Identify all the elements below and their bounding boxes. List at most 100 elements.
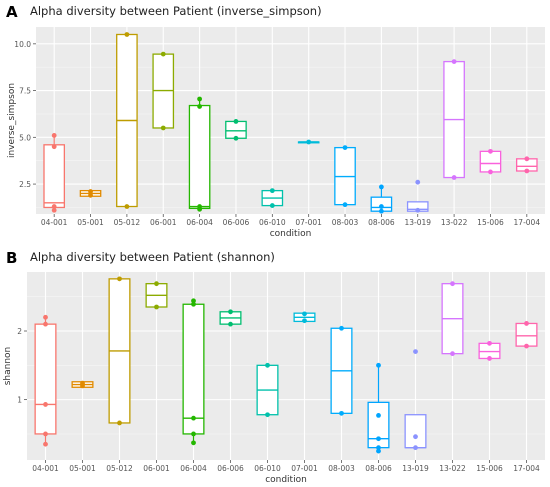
panel-a-box-13-022: [443, 59, 465, 180]
panel-a-data-point: [197, 96, 203, 102]
panel-a-x-tick-label: 15-006: [477, 218, 504, 227]
panel-b-data-point: [376, 445, 381, 451]
panel-b-x-tick-label: 06-006: [217, 464, 244, 473]
panel-b-x-axis-title: condition: [265, 475, 307, 485]
panel-b-data-point: [191, 301, 196, 307]
panel-a-data-point: [233, 119, 239, 124]
panel-b-x-tick-label: 13-022: [439, 464, 466, 473]
panel-b-x-tick-label: 08-006: [365, 464, 392, 473]
panel-b-data-point: [450, 281, 455, 287]
panel-b-x-tick-label: 06-004: [180, 464, 207, 473]
panel-a-x-tick-label: 05-001: [77, 218, 104, 227]
panel-b-data-point: [265, 412, 270, 418]
panel-a-y-tick-label: 10.0: [14, 40, 31, 49]
panel-b-box-06-004: [182, 298, 205, 446]
panel-b-data-point: [117, 276, 122, 282]
panel-b-plot-background: [27, 272, 545, 460]
panel-a-data-point: [415, 207, 421, 213]
panel-b-box-06-001: [145, 281, 168, 310]
panel-a-y-tick-label: 2.5: [19, 180, 31, 189]
panel-a-y-tick-label: 7.5: [19, 87, 31, 96]
panel-a-data-point: [51, 207, 57, 213]
panel-b-x-tick-label: 08-003: [328, 464, 355, 473]
panel-a-data-point: [51, 204, 57, 209]
panel-b-x-tick-label: 15-006: [476, 464, 503, 473]
panel-a-plot: 2.5 5.0 7.5 10.0 04-001 05-001 05-012 06-001 06-…: [7, 27, 545, 239]
panel-a-box-05-012: [116, 32, 138, 209]
panel-b-box-08-003: [330, 325, 353, 416]
panel-b-data-point: [43, 431, 48, 437]
panel-b-plot: 1 2 04-001 05-001 05-012 06-001 06-004 06-006 06…: [3, 272, 545, 485]
panel-b-data-point: [524, 321, 529, 326]
panel-a-x-tick-label: 08-003: [332, 218, 359, 227]
panel-a-data-point: [269, 188, 275, 194]
panel-a-box-15-006: [479, 148, 502, 175]
panel-a-box-body: [225, 120, 247, 139]
panel-b-data-point: [339, 410, 344, 416]
panel-b-box-15-006: [478, 340, 501, 361]
panel-a-data-point: [88, 189, 93, 194]
panel-b-data-point: [524, 343, 529, 349]
panel-a-x-tick-label: 13-022: [441, 218, 468, 227]
panel-b-data-point: [487, 356, 492, 361]
panel-a-box-08-003: [334, 145, 356, 208]
panel-b-box-body: [515, 322, 538, 347]
panel-b-data-point: [302, 318, 307, 324]
panel-a-data-point: [488, 148, 493, 154]
panel-b-data-point: [191, 415, 196, 421]
panel-b-data-point: [228, 321, 233, 327]
panel-b-data-point: [413, 445, 418, 451]
panel-b-x-tick-label: 05-001: [69, 464, 96, 473]
panel-b-box-07-001: [293, 311, 316, 324]
panel-b-data-point: [376, 448, 381, 454]
panel-b-y-axis-title: shannon: [3, 347, 13, 386]
panel-a-data-point: [233, 135, 239, 141]
panel-a-data-point: [124, 204, 130, 209]
panel-a-y-axis-title: inverse_simpson: [7, 83, 17, 158]
panel-b-box-13-022: [441, 281, 464, 357]
panel-b-box-13-019: [404, 349, 427, 451]
panel-b-data-point: [228, 309, 233, 315]
panel-b-box-body: [404, 414, 427, 449]
panel-a-x-axis-title: condition: [270, 229, 312, 239]
panel-b-data-point: [302, 311, 307, 317]
panel-a-box-body: [479, 150, 502, 173]
panel-b-data-point: [265, 362, 270, 368]
panel-b-box-06-010: [256, 362, 279, 418]
panel-a-data-point: [378, 204, 384, 209]
panel-b-data-point: [376, 436, 381, 442]
panel-a-x-tick-label: 04-001: [41, 218, 68, 227]
panel-b-data-point: [191, 431, 196, 437]
panel-a-box-body: [188, 104, 211, 210]
panel-b-data-point: [450, 351, 455, 357]
panel-a-data-point: [306, 139, 312, 145]
panel-b-data-point: [487, 340, 492, 346]
panel-a-data-point: [160, 125, 166, 131]
panel-a-box-06-006: [225, 119, 247, 141]
panel-a-x-tick-label: 13-019: [404, 218, 431, 227]
panel-a-data-point: [415, 179, 421, 185]
panel-a-y-tick-label: 5.0: [19, 133, 31, 142]
panel-a-data-point: [451, 59, 457, 64]
panel-a-data-point: [51, 133, 57, 138]
panel-a-data-point: [342, 202, 348, 208]
panel-a-x-tick-label: 05-012: [114, 218, 141, 227]
panel-b-data-point: [376, 362, 381, 368]
panel-b-letter: B: [6, 249, 17, 267]
panel-a-x-tick-label: 07-001: [295, 218, 322, 227]
panel-a: A Alpha diversity between Patient (inver…: [6, 3, 545, 239]
panel-b-data-point: [376, 413, 381, 418]
panel-a-x-tick-label: 17-004: [514, 218, 541, 227]
panel-a-data-point: [342, 145, 348, 151]
panel-b-x-tick-label: 06-001: [143, 464, 170, 473]
panel-b-box-08-006: [367, 362, 390, 454]
panel-b-x-tick-label: 05-012: [106, 464, 133, 473]
panel-a-x-tick-label: 08-006: [368, 218, 395, 227]
panel-a-data-point: [451, 175, 457, 180]
panel-b-title: Alpha diversity between Patient (shannon…: [30, 250, 275, 264]
panel-b: B Alpha diversity between Patient (shann…: [3, 249, 545, 485]
panel-b-box-06-006: [219, 309, 242, 327]
panel-a-data-point: [88, 192, 93, 198]
panel-a-data-point: [124, 32, 130, 37]
panel-a-box-body: [43, 144, 66, 209]
